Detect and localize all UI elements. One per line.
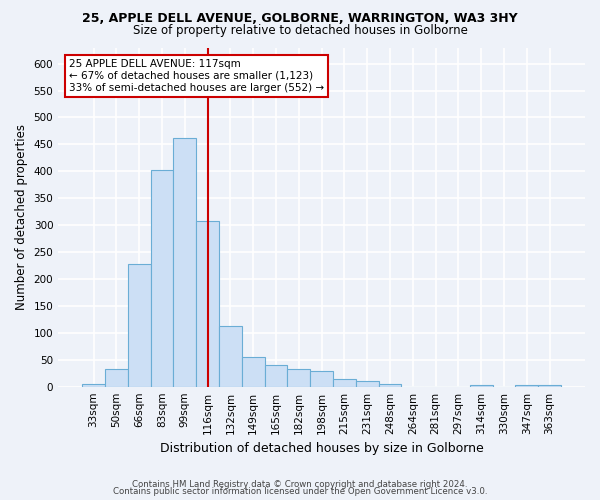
Bar	[515, 385, 538, 386]
Bar	[470, 384, 493, 386]
Bar	[105, 370, 128, 386]
Bar	[379, 384, 401, 386]
Bar	[242, 357, 265, 386]
X-axis label: Distribution of detached houses by size in Golborne: Distribution of detached houses by size …	[160, 442, 484, 455]
Text: Size of property relative to detached houses in Golborne: Size of property relative to detached ho…	[133, 24, 467, 37]
Y-axis label: Number of detached properties: Number of detached properties	[15, 124, 28, 310]
Text: Contains public sector information licensed under the Open Government Licence v3: Contains public sector information licen…	[113, 488, 487, 496]
Bar	[333, 379, 356, 386]
Bar	[128, 264, 151, 386]
Text: Contains HM Land Registry data © Crown copyright and database right 2024.: Contains HM Land Registry data © Crown c…	[132, 480, 468, 489]
Bar	[356, 382, 379, 386]
Bar	[219, 326, 242, 386]
Bar	[196, 222, 219, 386]
Text: 25 APPLE DELL AVENUE: 117sqm
← 67% of detached houses are smaller (1,123)
33% of: 25 APPLE DELL AVENUE: 117sqm ← 67% of de…	[69, 60, 324, 92]
Bar	[151, 170, 173, 386]
Bar	[265, 365, 287, 386]
Bar	[82, 384, 105, 386]
Text: 25, APPLE DELL AVENUE, GOLBORNE, WARRINGTON, WA3 3HY: 25, APPLE DELL AVENUE, GOLBORNE, WARRING…	[82, 12, 518, 26]
Bar	[310, 370, 333, 386]
Bar	[287, 370, 310, 386]
Bar	[538, 385, 561, 386]
Bar	[173, 138, 196, 386]
